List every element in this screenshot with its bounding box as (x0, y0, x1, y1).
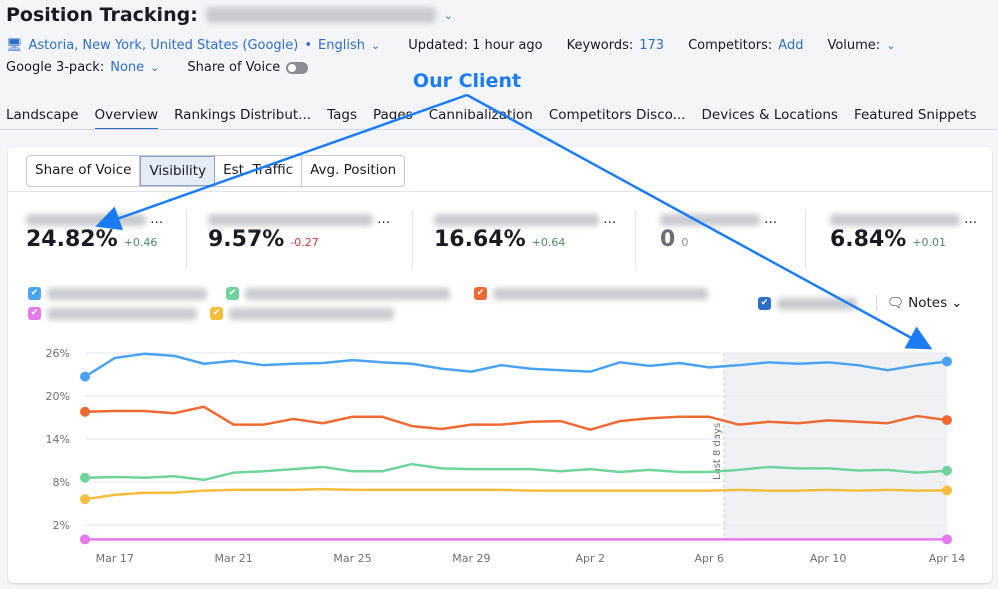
sov-toggle[interactable] (286, 61, 309, 74)
tab-landscape[interactable]: Landscape (6, 107, 79, 123)
series-point-2 (942, 465, 952, 476)
checkbox-icon[interactable]: ✔ (28, 287, 41, 300)
volume-dropdown[interactable]: ⌄ (886, 39, 896, 52)
series-point-3 (80, 494, 90, 505)
checkbox-icon[interactable]: ✔ (28, 307, 41, 320)
volume-label: Volume: (827, 38, 881, 53)
page-header: Position Tracking: ⌄ (6, 4, 453, 26)
x-tick-label: Mar 25 (333, 552, 371, 565)
location-selector[interactable]: Astoria, New York, United States (Google… (28, 38, 299, 53)
language-selector[interactable]: English (318, 38, 365, 53)
chevron-down-icon[interactable]: ⌄ (371, 39, 381, 52)
add-competitors-link[interactable]: Add (778, 38, 804, 53)
checkbox-icon[interactable]: ✔ (210, 307, 223, 320)
x-tick-label: Mar 29 (452, 552, 490, 565)
sov-label: Share of Voice (187, 60, 281, 75)
series-point-2 (80, 472, 90, 483)
page-title: Position Tracking: (6, 4, 198, 26)
desktop-icon: 🖥 (6, 38, 23, 53)
x-tick-label: Mar 17 (96, 552, 134, 565)
x-tick-label: Apr 10 (810, 552, 847, 565)
project-domain (205, 7, 436, 23)
legend-item[interactable]: ✔ (28, 307, 197, 320)
series-point-1 (80, 406, 90, 417)
series-line-1 (84, 405, 948, 431)
chevron-down-icon[interactable]: ⌄ (150, 61, 160, 74)
keywords-count[interactable]: 173 (639, 38, 665, 53)
series-point-0 (80, 371, 90, 382)
series-line-3 (84, 487, 948, 501)
legend-item[interactable]: ✔ (210, 307, 394, 320)
pack-selector[interactable]: None (110, 60, 145, 75)
series-point-3 (942, 485, 952, 496)
series-point-4 (942, 534, 952, 545)
chevron-down-icon[interactable]: ⌄ (443, 8, 454, 22)
kpi-delta: -0.27 (290, 236, 319, 249)
options-row: Google 3-pack: None ⌄ Share of Voice (6, 60, 309, 75)
legend-item[interactable]: ✔ (226, 287, 450, 300)
y-tick-label: 2% (53, 519, 70, 532)
series-point-1 (942, 415, 952, 426)
y-tick-label: 26% (46, 347, 70, 360)
checkbox-icon[interactable]: ✔ (226, 287, 239, 300)
kpi-value: 24.82% (26, 227, 118, 252)
y-tick-label: 14% (46, 433, 70, 446)
x-tick-label: Apr 2 (576, 552, 606, 565)
kpi-value: 9.57% (208, 227, 285, 252)
competitors-label: Competitors: (688, 38, 773, 53)
series-point-0 (942, 356, 952, 367)
y-tick-label: 20% (46, 390, 70, 403)
meta-row: 🖥 Astoria, New York, United States (Goog… (6, 38, 896, 53)
chevron-down-icon: ⌄ (951, 295, 963, 311)
shaded-region-label: Last 8 days (712, 423, 723, 480)
x-tick-label: Apr 14 (929, 552, 966, 565)
series-point-4 (80, 534, 90, 545)
pack-label: Google 3-pack: (6, 60, 105, 75)
series-line-0 (84, 352, 948, 378)
updated-text: Updated: 1 hour ago (408, 38, 543, 53)
series-line-2 (84, 462, 948, 482)
x-tick-label: Apr 6 (694, 552, 724, 565)
keywords-label: Keywords: (566, 38, 634, 53)
legend-item[interactable]: ✔ (28, 287, 207, 300)
x-tick-label: Mar 21 (214, 552, 252, 565)
kpi-delta: +0.46 (123, 236, 158, 249)
shaded-region (723, 353, 947, 539)
y-tick-label: 8% (53, 476, 70, 489)
